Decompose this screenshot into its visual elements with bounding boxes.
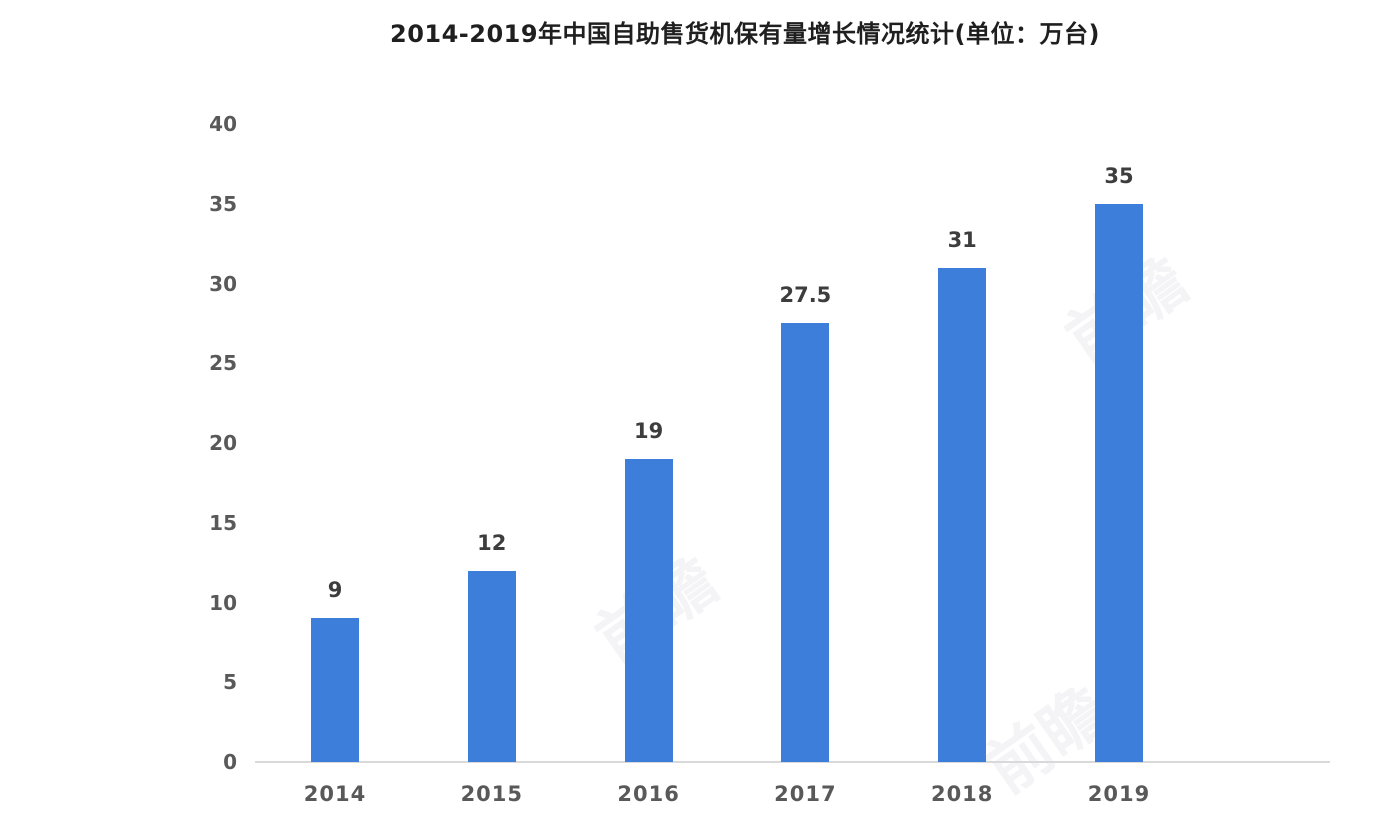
x-tick-label: 2015: [460, 782, 524, 806]
y-tick-label: 40: [209, 112, 237, 136]
bar: [311, 618, 359, 762]
bar: [781, 323, 830, 762]
y-tick-label: 0: [223, 750, 237, 774]
chart-title: 2014-2019年中国自助售货机保有量增长情况统计(单位：万台): [390, 20, 1100, 48]
y-tick-label: 20: [209, 431, 237, 455]
x-tick-label: 2014: [303, 782, 367, 806]
bar-value-label: 9: [327, 578, 343, 603]
bar: [624, 458, 673, 762]
bar: [938, 267, 987, 762]
bar: [467, 570, 516, 762]
y-tick-label: 15: [209, 510, 237, 535]
bar-value-label: 12: [477, 530, 507, 555]
x-tick-label: 2019: [1087, 782, 1151, 806]
x-tick-label: 2018: [930, 782, 994, 806]
x-tick-label: 2017: [774, 782, 837, 806]
bar-value-label: 35: [1104, 163, 1134, 188]
y-tick-label: 10: [209, 590, 237, 615]
y-tick-label: 35: [209, 191, 237, 216]
bar-value-label: 19: [633, 418, 664, 443]
y-tick-label: 5: [223, 670, 237, 695]
y-tick-label: 25: [209, 351, 237, 376]
y-tick-label: 30: [209, 271, 237, 296]
x-tick-label: 2016: [617, 782, 680, 806]
x-axis-line: [255, 761, 1330, 763]
bar-value-label: 27.5: [779, 283, 832, 308]
bar-value-label: 31: [947, 227, 977, 252]
bar: [1095, 203, 1143, 762]
